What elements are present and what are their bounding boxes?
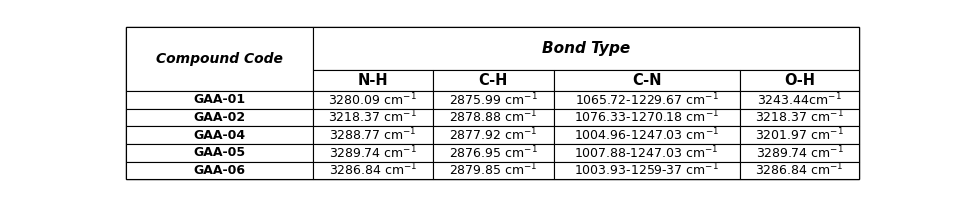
Polygon shape	[433, 162, 554, 179]
Text: 2876.95 cm$^{-1}$: 2876.95 cm$^{-1}$	[449, 144, 538, 161]
Text: GAA-02: GAA-02	[193, 111, 245, 124]
Polygon shape	[740, 144, 859, 162]
Text: 1065.72-1229.67 cm$^{-1}$: 1065.72-1229.67 cm$^{-1}$	[575, 91, 719, 108]
Text: GAA-05: GAA-05	[193, 146, 245, 159]
Polygon shape	[433, 91, 554, 109]
Text: 1003.93-1259-37 cm$^{-1}$: 1003.93-1259-37 cm$^{-1}$	[575, 162, 719, 179]
Text: GAA-06: GAA-06	[193, 164, 245, 177]
Polygon shape	[312, 109, 433, 126]
Text: 3288.77 cm$^{-1}$: 3288.77 cm$^{-1}$	[329, 127, 417, 143]
Polygon shape	[312, 27, 859, 70]
Polygon shape	[740, 109, 859, 126]
Text: Bond Type: Bond Type	[542, 41, 629, 56]
Text: 3289.74 cm$^{-1}$: 3289.74 cm$^{-1}$	[755, 144, 844, 161]
Polygon shape	[433, 70, 554, 91]
Text: 3289.74 cm$^{-1}$: 3289.74 cm$^{-1}$	[329, 144, 417, 161]
Text: 1076.33-1270.18 cm$^{-1}$: 1076.33-1270.18 cm$^{-1}$	[575, 109, 720, 126]
Polygon shape	[554, 144, 740, 162]
Text: 2877.92 cm$^{-1}$: 2877.92 cm$^{-1}$	[449, 127, 537, 143]
Text: 3280.09 cm$^{-1}$: 3280.09 cm$^{-1}$	[329, 91, 417, 108]
Polygon shape	[433, 126, 554, 144]
Polygon shape	[312, 144, 433, 162]
Polygon shape	[740, 70, 859, 91]
Polygon shape	[740, 91, 859, 109]
Polygon shape	[740, 126, 859, 144]
Text: 3218.37 cm$^{-1}$: 3218.37 cm$^{-1}$	[755, 109, 844, 126]
Text: N-H: N-H	[357, 73, 388, 88]
Polygon shape	[126, 144, 312, 162]
Text: 3218.37 cm$^{-1}$: 3218.37 cm$^{-1}$	[329, 109, 417, 126]
Text: O-H: O-H	[784, 73, 815, 88]
Text: GAA-04: GAA-04	[193, 129, 245, 142]
Text: C-H: C-H	[479, 73, 508, 88]
Text: 3286.84 cm$^{-1}$: 3286.84 cm$^{-1}$	[755, 162, 844, 179]
Text: Compound Code: Compound Code	[156, 52, 283, 66]
Text: 3286.84 cm$^{-1}$: 3286.84 cm$^{-1}$	[329, 162, 417, 179]
Polygon shape	[126, 126, 312, 144]
Polygon shape	[554, 162, 740, 179]
Polygon shape	[312, 91, 433, 109]
Text: 2878.88 cm$^{-1}$: 2878.88 cm$^{-1}$	[449, 109, 537, 126]
Polygon shape	[554, 70, 740, 91]
Polygon shape	[312, 162, 433, 179]
Polygon shape	[433, 144, 554, 162]
Polygon shape	[433, 109, 554, 126]
Text: 3243.44cm$^{-1}$: 3243.44cm$^{-1}$	[757, 91, 842, 108]
Text: GAA-01: GAA-01	[193, 93, 245, 106]
Text: 1007.88-1247.03 cm$^{-1}$: 1007.88-1247.03 cm$^{-1}$	[575, 144, 719, 161]
Polygon shape	[126, 27, 312, 91]
Polygon shape	[554, 91, 740, 109]
Polygon shape	[126, 109, 312, 126]
Text: 1004.96-1247.03 cm$^{-1}$: 1004.96-1247.03 cm$^{-1}$	[575, 127, 720, 143]
Polygon shape	[126, 162, 312, 179]
Polygon shape	[126, 91, 312, 109]
Polygon shape	[554, 126, 740, 144]
Text: 2879.85 cm$^{-1}$: 2879.85 cm$^{-1}$	[449, 162, 537, 179]
Text: 2875.99 cm$^{-1}$: 2875.99 cm$^{-1}$	[449, 91, 538, 108]
Polygon shape	[554, 109, 740, 126]
Polygon shape	[312, 70, 433, 91]
Polygon shape	[312, 126, 433, 144]
Polygon shape	[126, 27, 859, 179]
Text: C-N: C-N	[632, 73, 661, 88]
Polygon shape	[740, 162, 859, 179]
Text: 3201.97 cm$^{-1}$: 3201.97 cm$^{-1}$	[755, 127, 844, 143]
